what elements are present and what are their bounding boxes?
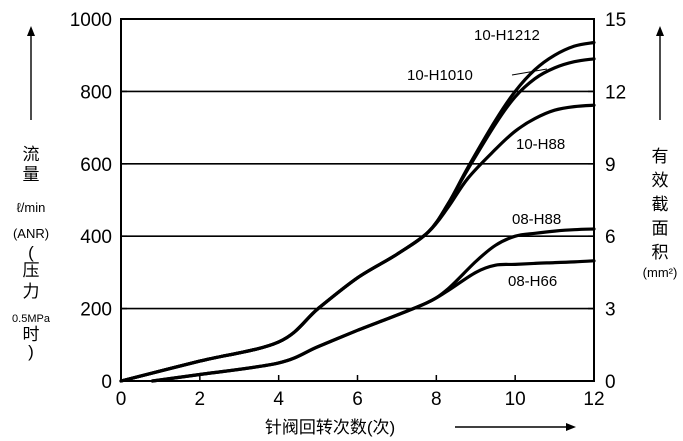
right-axis-title-line: 效 xyxy=(652,171,669,190)
right-axis-title-line: 积 xyxy=(652,243,669,262)
tick-label: 0 xyxy=(605,372,616,393)
tick-label: 2 xyxy=(195,389,206,410)
series-label: 10-H1010 xyxy=(407,67,473,84)
left-axis-title-line: 流 xyxy=(23,145,40,164)
tick-label: 8 xyxy=(431,389,442,410)
right-axis-arrowhead-icon xyxy=(656,26,664,36)
right-axis-title-line: 有 xyxy=(652,147,669,166)
tick-label: 6 xyxy=(605,227,616,248)
series-line xyxy=(150,259,596,383)
tick-label: 6 xyxy=(352,389,363,410)
right-axis-title-line: 面 xyxy=(652,219,669,238)
tick-label: 3 xyxy=(605,300,616,321)
tick-label: 4 xyxy=(273,389,284,410)
series-label: 08-H88 xyxy=(512,211,561,228)
x-axis-ticks: 0 2 4 6 8 10 12 xyxy=(116,375,605,410)
right-axis-title-line: (mm²) xyxy=(643,265,678,280)
series-label: 10-H88 xyxy=(516,136,565,153)
tick-label: 600 xyxy=(80,155,112,176)
left-axis-title-line: 时 xyxy=(23,325,40,344)
left-axis-title-line: 0.5MPa xyxy=(12,313,51,325)
left-axis-title-line: ℓ/min xyxy=(17,200,46,215)
left-axis-title-line: 压 xyxy=(23,261,40,280)
tick-label: 9 xyxy=(605,155,616,176)
left-axis-title-line: ) xyxy=(28,342,34,361)
tick-label: 800 xyxy=(80,82,112,103)
left-axis-title-line: 力 xyxy=(23,282,40,301)
axis-arrows xyxy=(27,26,664,431)
tick-label: 12 xyxy=(583,389,604,410)
left-axis-title-line: 量 xyxy=(23,165,40,184)
tick-label: 12 xyxy=(605,82,626,103)
series-lines xyxy=(119,40,596,383)
tick-label: 15 xyxy=(605,10,626,31)
right-axis-ticks: 0 3 6 9 12 15 xyxy=(588,10,626,393)
tick-label: 400 xyxy=(80,227,112,248)
left-axis-title-line: ( xyxy=(28,243,34,262)
tick-label: 10 xyxy=(505,389,526,410)
series-label: 08-H66 xyxy=(508,273,557,290)
series-labels: 10-H1212 10-H1010 10-H88 08-H88 08-H66 xyxy=(407,27,565,290)
series-line xyxy=(119,103,596,383)
x-axis-title: 针阀回转次数(次) xyxy=(265,418,395,437)
tick-label: 1000 xyxy=(70,10,112,31)
left-axis-ticks: 0 200 400 600 800 1000 xyxy=(70,10,127,393)
tick-label: 0 xyxy=(116,389,127,410)
series-label: 10-H1212 xyxy=(474,27,540,44)
left-axis-title-line: (ANR) xyxy=(13,226,49,241)
left-axis-arrowhead-icon xyxy=(27,26,35,36)
tick-label: 200 xyxy=(80,300,112,321)
leader-line xyxy=(511,68,548,76)
x-axis-arrowhead-icon xyxy=(566,423,576,431)
tick-label: 0 xyxy=(101,372,112,393)
right-axis-title-line: 截 xyxy=(652,195,669,214)
